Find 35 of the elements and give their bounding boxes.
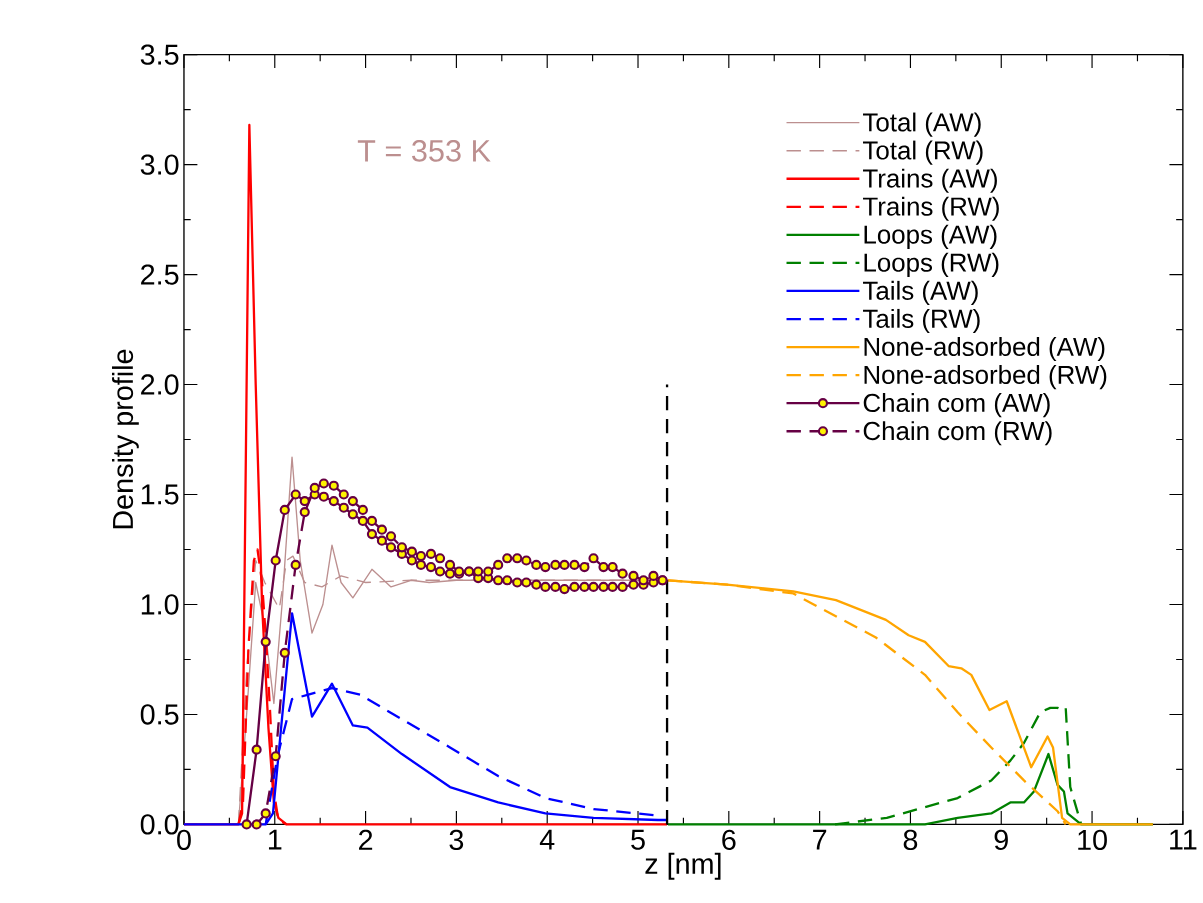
legend-label: Chain com (RW) bbox=[863, 421, 1052, 446]
x-tick-label: 7 bbox=[813, 829, 827, 850]
x-axis-title: z [nm] bbox=[645, 852, 721, 880]
legend-label: None-adsorbed (AW) bbox=[864, 336, 1105, 362]
x-tick-label: 6 bbox=[722, 829, 736, 851]
x-tick-label: 1 bbox=[268, 829, 282, 850]
y-tick-label: 3.5 bbox=[140, 44, 179, 65]
legend-label: Trains (RW) bbox=[863, 196, 999, 221]
y-tick-label: 0.5 bbox=[140, 704, 179, 725]
legend-label: Chain com (AW) bbox=[863, 393, 1050, 418]
legend-label: Loops (RW) bbox=[864, 252, 999, 277]
legend-label: Tails (RW) bbox=[863, 308, 980, 334]
y-tick-label: 2.0 bbox=[141, 374, 179, 395]
y-axis-title: Density profile bbox=[112, 349, 139, 529]
legend-label: Trains (AW) bbox=[863, 168, 997, 193]
x-tick-label: 5 bbox=[631, 829, 645, 850]
y-tick-label: 0.0 bbox=[140, 814, 179, 835]
x-tick-label: 0 bbox=[177, 829, 191, 851]
x-tick-label: 10 bbox=[1078, 829, 1107, 851]
legend-label: Total (AW) bbox=[863, 112, 981, 137]
x-tick-label: 11 bbox=[1170, 829, 1197, 850]
x-tick-label: 2 bbox=[359, 829, 373, 850]
x-tick-label: 3 bbox=[449, 829, 464, 851]
y-tick-label: 1.0 bbox=[141, 594, 179, 615]
legend-label: Tails (AW) bbox=[863, 280, 978, 305]
y-tick-label: 3.0 bbox=[140, 154, 179, 175]
legend-label: None-adsorbed (RW) bbox=[864, 365, 1107, 390]
x-tick-label: 4 bbox=[539, 829, 555, 850]
x-tick-label: 9 bbox=[994, 829, 1008, 851]
y-tick-label: 2.5 bbox=[141, 264, 179, 285]
x-tick-label: 8 bbox=[903, 829, 918, 851]
y-tick-label: 1.5 bbox=[141, 484, 179, 505]
legend-label: Total (RW) bbox=[863, 140, 983, 165]
annotation: T = 353 K bbox=[357, 139, 491, 162]
legend-label: Loops (AW) bbox=[864, 224, 997, 249]
